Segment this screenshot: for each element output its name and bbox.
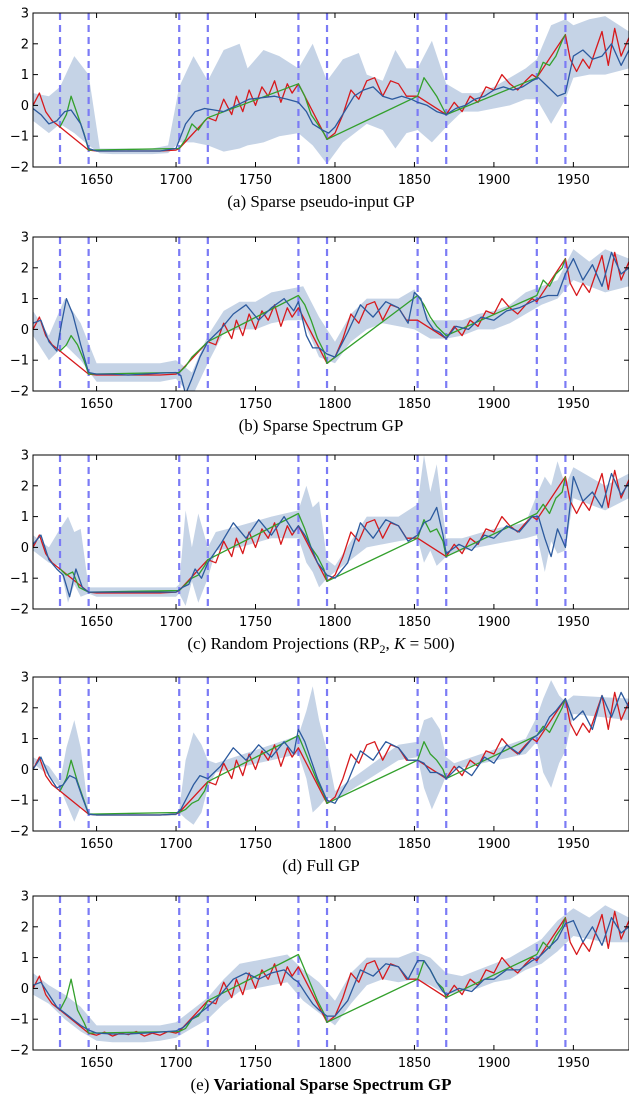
y-tick-label: 0 <box>21 982 29 997</box>
x-tick-label: 1650 <box>80 397 113 412</box>
x-tick-label: 1650 <box>80 1056 113 1071</box>
x-tick-label: 1900 <box>477 837 510 852</box>
x-tick-label: 1900 <box>477 397 510 412</box>
plot-area <box>33 677 629 831</box>
uncertainty-band <box>33 905 629 1043</box>
x-tick-label: 1850 <box>398 173 431 188</box>
x-tick-label: 1750 <box>239 837 272 852</box>
axes-frame <box>32 895 629 1051</box>
prediction-series-line <box>33 916 629 1035</box>
uncertainty-band <box>33 680 629 825</box>
axes-frame <box>32 454 629 610</box>
chart-panel-c: 1650 1700 1750 1800 1850 1900 1950 −2 −1 0 1 2 3 (c) … <box>10 449 629 656</box>
x-tick-label: 1750 <box>239 173 272 188</box>
y-tick-label: −1 <box>10 1013 29 1028</box>
uncertainty-band <box>33 249 629 391</box>
y-tick-label: 0 <box>21 541 29 556</box>
chart-panel-b: 1650 1700 1750 1800 1850 1900 1950 −2 −1 0 1 2 3 (b) … <box>10 231 629 435</box>
y-tick-label: 3 <box>21 671 29 686</box>
prediction-series-line <box>33 251 629 391</box>
x-tick-label: 1900 <box>477 173 510 188</box>
panel-caption: (b) Sparse Spectrum GP <box>239 416 404 435</box>
y-tick-label: −2 <box>10 161 29 176</box>
y-tick-label: −1 <box>10 354 29 369</box>
x-tick-label: 1850 <box>398 615 431 630</box>
prediction-series-line <box>33 691 629 816</box>
chart-panel-e: 1650 1700 1750 1800 1850 1900 1950 −2 −1 0 1 2 3 (e) … <box>10 890 629 1094</box>
x-tick-label: 1750 <box>239 397 272 412</box>
y-tick-label: 1 <box>21 732 29 747</box>
axes-frame <box>32 236 629 392</box>
x-tick-label: 1800 <box>318 173 351 188</box>
y-tick-label: 1 <box>21 68 29 83</box>
plot-area <box>33 13 629 167</box>
observed-series-line <box>33 251 629 376</box>
y-tick-label: 3 <box>21 7 29 22</box>
axes-frame <box>32 12 629 168</box>
y-tick-label: −2 <box>10 825 29 840</box>
x-tick-label: 1900 <box>477 1056 510 1071</box>
x-tick-label: 1750 <box>239 1056 272 1071</box>
plot-area <box>33 237 629 391</box>
y-tick-label: 2 <box>21 920 29 935</box>
y-tick-label: 1 <box>21 951 29 966</box>
y-tick-label: 1 <box>21 292 29 307</box>
y-tick-label: 3 <box>21 890 29 905</box>
x-tick-label: 1950 <box>557 615 590 630</box>
prediction-series-line <box>33 43 629 152</box>
uncertainty-band <box>33 455 629 606</box>
x-tick-label: 1650 <box>80 173 113 188</box>
plot-area <box>33 896 629 1050</box>
x-tick-label: 1800 <box>318 397 351 412</box>
axes-frame <box>32 676 629 832</box>
chart-panel-a: 1650 1700 1750 1800 1850 1900 1950 −2 −1 0 1 2 3 (a) … <box>10 7 629 211</box>
x-tick-label: 1700 <box>159 837 192 852</box>
y-tick-label: 0 <box>21 99 29 114</box>
y-tick-label: 0 <box>21 763 29 778</box>
uncertainty-band <box>33 16 629 164</box>
panel-caption: (e) Variational Sparse Spectrum GP <box>191 1075 452 1094</box>
y-tick-label: −2 <box>10 1044 29 1059</box>
chart-panel-d: 1650 1700 1750 1800 1850 1900 1950 −2 −1 0 1 2 3 (d) … <box>10 671 629 875</box>
y-tick-label: 2 <box>21 37 29 52</box>
x-tick-label: 1950 <box>557 397 590 412</box>
x-tick-label: 1950 <box>557 1056 590 1071</box>
panel-caption: (c) Random Projections (RP2, K = 500) <box>187 634 454 656</box>
plot-area <box>33 455 629 609</box>
y-tick-label: 2 <box>21 479 29 494</box>
y-tick-label: 2 <box>21 701 29 716</box>
x-tick-label: 1750 <box>239 615 272 630</box>
x-tick-label: 1700 <box>159 1056 192 1071</box>
panel-caption: (a) Sparse pseudo-input GP <box>227 192 414 211</box>
x-tick-label: 1700 <box>159 615 192 630</box>
y-tick-label: −1 <box>10 130 29 145</box>
y-tick-label: 1 <box>21 510 29 525</box>
x-tick-label: 1700 <box>159 173 192 188</box>
x-tick-label: 1850 <box>398 1056 431 1071</box>
y-tick-label: 0 <box>21 323 29 338</box>
x-tick-label: 1950 <box>557 173 590 188</box>
x-tick-label: 1800 <box>318 837 351 852</box>
x-tick-label: 1800 <box>318 1056 351 1071</box>
x-tick-label: 1850 <box>398 397 431 412</box>
x-tick-label: 1950 <box>557 837 590 852</box>
prediction-series-line <box>33 472 629 598</box>
x-tick-label: 1850 <box>398 837 431 852</box>
x-tick-label: 1800 <box>318 615 351 630</box>
x-tick-label: 1700 <box>159 397 192 412</box>
y-tick-label: 3 <box>21 231 29 246</box>
x-tick-label: 1650 <box>80 837 113 852</box>
y-tick-label: −1 <box>10 572 29 587</box>
observed-series-line <box>33 27 629 152</box>
y-tick-label: 2 <box>21 261 29 276</box>
test-series-line <box>59 917 567 1034</box>
x-tick-label: 1900 <box>477 615 510 630</box>
x-tick-label: 1650 <box>80 615 113 630</box>
panel-caption: (d) Full GP <box>282 856 359 875</box>
y-tick-label: −2 <box>10 603 29 618</box>
y-tick-label: −2 <box>10 385 29 400</box>
y-tick-label: 3 <box>21 449 29 464</box>
y-tick-label: −1 <box>10 794 29 809</box>
